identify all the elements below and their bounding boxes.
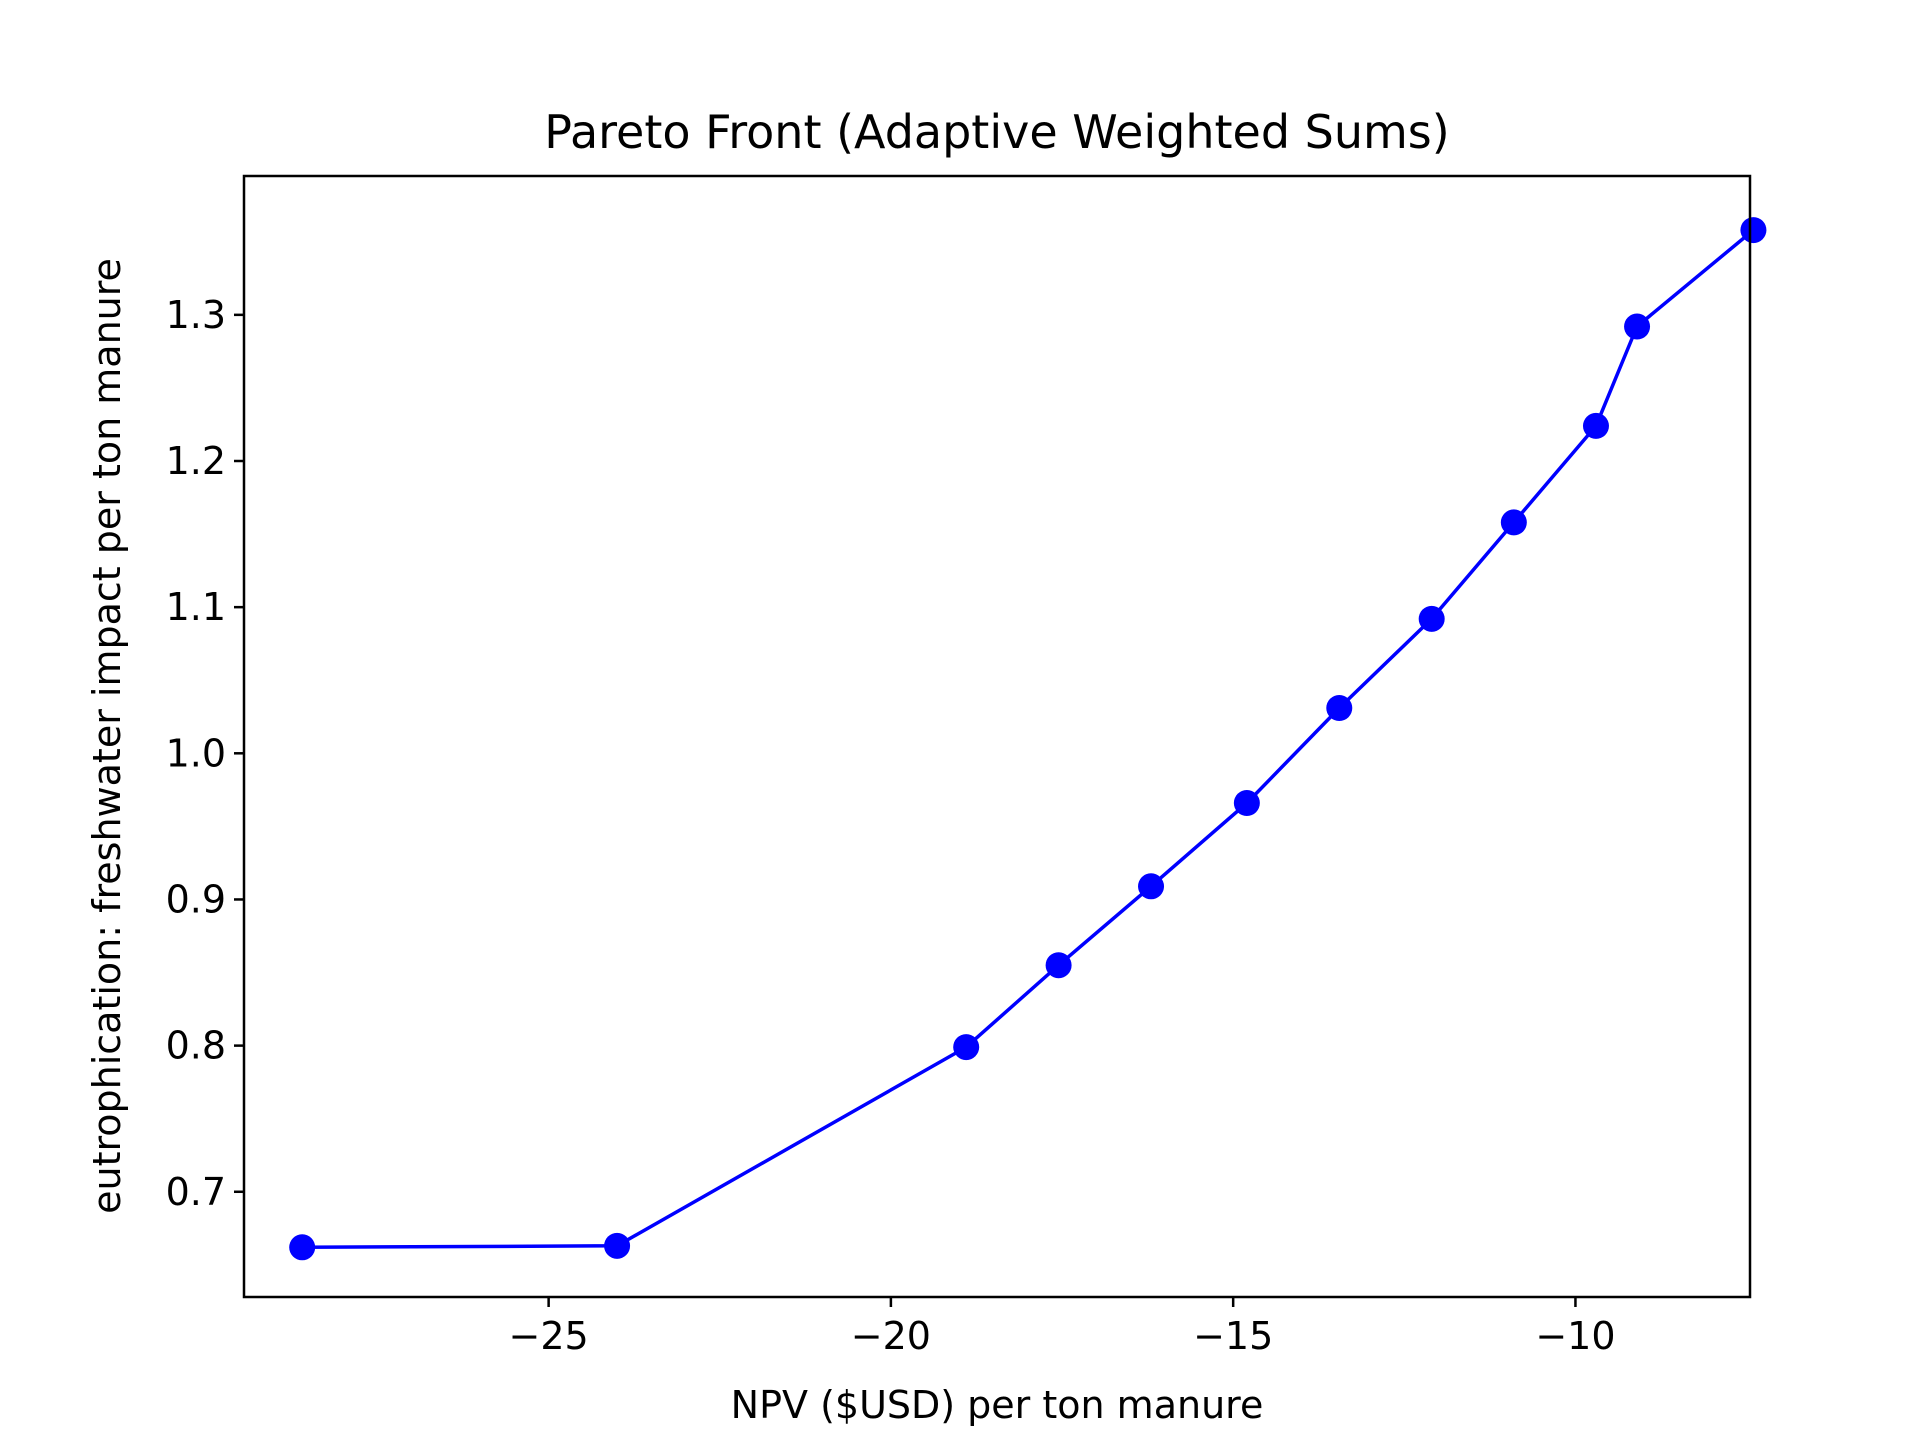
plot-area — [244, 176, 1750, 1297]
y-tick-label: 0.9 — [166, 877, 226, 921]
data-point — [604, 1232, 631, 1259]
y-tick-label: 1.1 — [166, 585, 226, 629]
y-tick-label: 0.8 — [166, 1024, 226, 1068]
ticks-layer: −25 −20 −15 −10 0.7 0.8 0.9 1.0 1.1 1.2 1.3 — [166, 293, 1616, 1358]
x-tick-label: −25 — [509, 1314, 589, 1358]
y-tick-label: 1.2 — [166, 439, 226, 483]
y-axis-label: eutrophication: freshwater impact per to… — [85, 258, 129, 1214]
data-point — [1326, 695, 1353, 721]
x-tick-label: −15 — [1193, 1314, 1273, 1358]
data-point — [1418, 605, 1445, 632]
data-point — [289, 1234, 316, 1261]
data-point — [1624, 313, 1651, 340]
data-point — [953, 1034, 980, 1061]
series-layer — [289, 217, 1767, 1261]
data-point — [1500, 509, 1527, 536]
data-point — [1582, 412, 1609, 439]
x-tick-label: −10 — [1535, 1314, 1615, 1358]
data-point — [1740, 217, 1767, 244]
x-tick-label: −20 — [851, 1314, 931, 1358]
x-axis-label: NPV ($USD) per ton manure — [731, 1383, 1264, 1427]
data-point — [1138, 873, 1165, 900]
y-tick-label: 0.7 — [166, 1170, 226, 1214]
y-tick-label: 1.0 — [166, 731, 226, 775]
plot-frame — [242, 174, 1752, 1299]
y-tick-label: 1.3 — [166, 293, 226, 337]
chart-title: Pareto Front (Adaptive Weighted Sums) — [544, 105, 1449, 159]
series-line — [302, 228, 1755, 1250]
data-point — [1233, 790, 1260, 816]
data-point — [1045, 952, 1072, 979]
